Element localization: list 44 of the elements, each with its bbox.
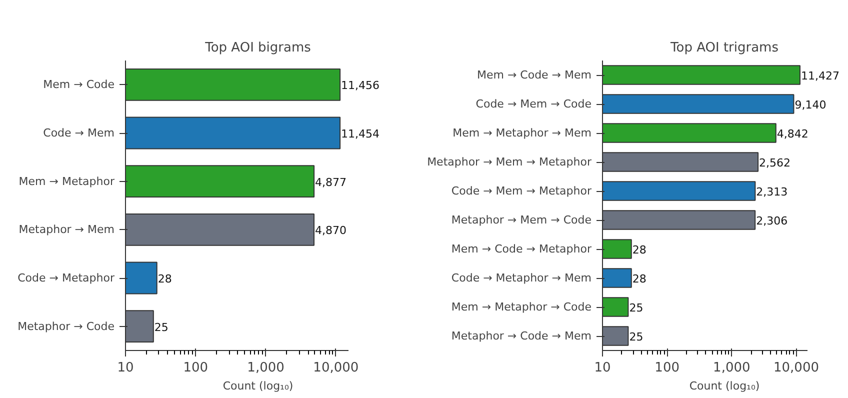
data-label: 9,140 [794, 98, 826, 112]
y-tick-label: Metaphor → Code → Mem [451, 330, 592, 342]
y-tick-label: Metaphor → Mem → Code [451, 214, 592, 226]
y-tick-label: Code → Mem → Code [476, 98, 592, 110]
y-tick-label: Code → Metaphor → Mem [451, 272, 592, 284]
data-label: 2,313 [756, 186, 788, 198]
x-axis-title: Count (log₁₀) [689, 380, 760, 392]
x-tick-label: 10,000 [774, 360, 819, 376]
y-tick-label: Mem → Metaphor → Code [451, 300, 592, 314]
y-tick-label: Mem → Code → Mem [476, 68, 592, 82]
data-label: 4,877 [315, 176, 347, 189]
x-tick-label: 10 [117, 360, 134, 376]
x-tick-label: 100 [654, 360, 680, 376]
y-tick-label: Mem → Code [43, 78, 115, 92]
y-tick-label: Code → Metaphor [18, 272, 115, 284]
data-label: 28 [632, 272, 646, 286]
data-label: 4,842 [776, 128, 808, 140]
x-tick-label: 10,000 [313, 360, 359, 376]
data-label: 28 [158, 272, 172, 286]
x-tick-label: 100 [183, 360, 208, 376]
chart-title: Top AOI bigrams [204, 40, 312, 56]
chart-title: Top AOI trigrams [670, 40, 779, 56]
y-tick-label: Mem → Metaphor [18, 174, 115, 188]
x-axis-title: Count (log₁₀) [222, 380, 294, 392]
data-label: 25 [629, 330, 644, 344]
y-tick-label: Code → Mem → Metaphor [451, 184, 592, 198]
y-tick-label: Code → Mem [43, 126, 115, 140]
data-label: 2,562 [759, 156, 791, 170]
y-tick-label: Metaphor → Code [18, 320, 115, 333]
y-tick-label: Mem → Metaphor → Mem [452, 126, 592, 140]
data-label: 11,427 [800, 70, 840, 82]
data-label: 4,870 [315, 224, 347, 238]
data-label: 2,306 [756, 214, 788, 228]
y-tick-label: Mem → Code → Metaphor [451, 242, 592, 256]
x-tick-label: 1,000 [247, 360, 284, 376]
x-tick-label: 10 [594, 360, 611, 376]
y-tick-label: Metaphor → Mem [18, 223, 114, 236]
data-label: 25 [629, 302, 644, 314]
data-label: 28 [632, 244, 646, 256]
data-label: 11,456 [341, 79, 380, 92]
x-tick-label: 1,000 [713, 360, 750, 376]
y-tick-label: Metaphor → Mem → Metaphor [427, 156, 592, 168]
data-label: 25 [154, 320, 168, 334]
data-label: 11,454 [341, 128, 380, 140]
